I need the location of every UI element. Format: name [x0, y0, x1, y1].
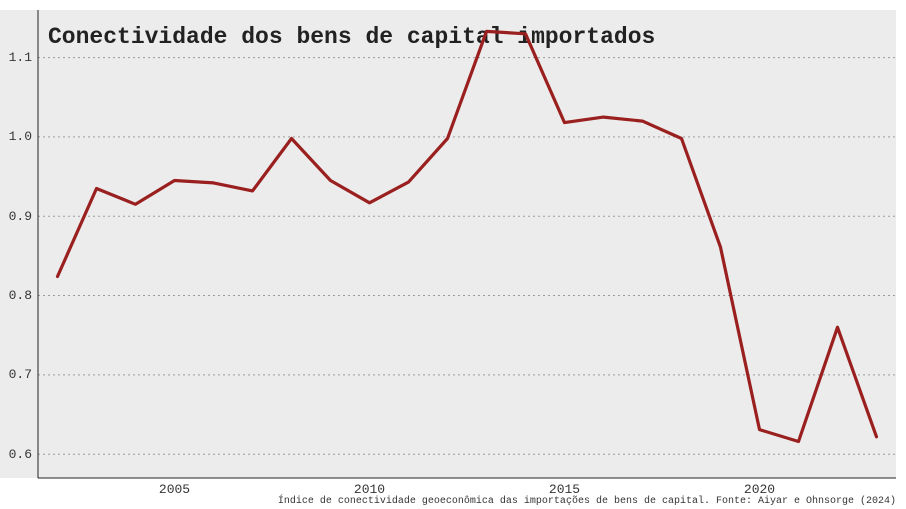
y-tick-label: 0.7 — [9, 367, 32, 382]
x-tick-label: 2015 — [549, 482, 580, 497]
x-tick-label: 2005 — [159, 482, 190, 497]
chart-svg — [0, 0, 906, 509]
chart-caption: Índice de conectividade geoeconômica das… — [278, 496, 896, 507]
y-tick-label: 0.6 — [9, 447, 32, 462]
data-series-line — [58, 31, 877, 441]
x-tick-label: 2020 — [744, 482, 775, 497]
y-tick-label: 0.9 — [9, 209, 32, 224]
chart-container: Conectividade dos bens de capital import… — [0, 0, 906, 509]
y-tick-label: 0.8 — [9, 288, 32, 303]
x-tick-label: 2010 — [354, 482, 385, 497]
y-tick-label: 1.1 — [9, 50, 32, 65]
y-tick-label: 1.0 — [9, 129, 32, 144]
y-gridlines — [38, 58, 896, 455]
